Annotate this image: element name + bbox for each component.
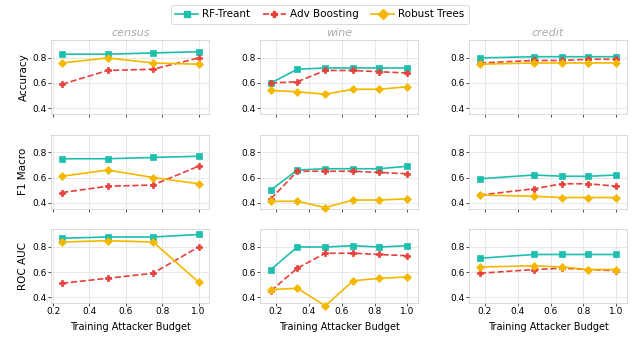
Title: credit: credit	[532, 28, 564, 38]
Y-axis label: ROC AUC: ROC AUC	[19, 242, 29, 290]
Legend: RF-Treant, Adv Boosting, Robust Trees: RF-Treant, Adv Boosting, Robust Trees	[171, 5, 469, 24]
X-axis label: Training Attacker Budget: Training Attacker Budget	[279, 322, 399, 332]
Y-axis label: Accuracy: Accuracy	[19, 54, 29, 101]
Title: census: census	[111, 28, 150, 38]
X-axis label: Training Attacker Budget: Training Attacker Budget	[488, 322, 609, 332]
X-axis label: Training Attacker Budget: Training Attacker Budget	[70, 322, 191, 332]
Title: wine: wine	[326, 28, 352, 38]
Y-axis label: F1 Macro: F1 Macro	[19, 148, 29, 195]
